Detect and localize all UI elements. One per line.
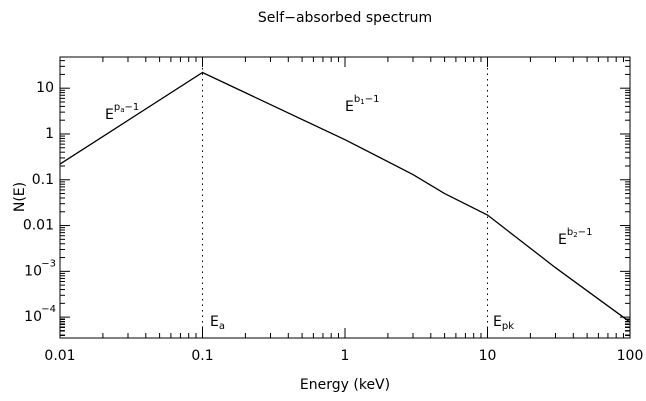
annotation-sup-sub: a [120,106,124,114]
annotation-base: E [345,99,354,115]
annotation-sup: b [354,94,360,105]
annotation-sub: a [219,321,225,332]
y-tick-label: 10 [24,263,42,279]
annotation-sub: pk [502,321,514,332]
annotation-sup: p [114,102,120,113]
annotation-sup-sub: 2 [573,231,577,239]
x-axis-label: Energy (keV) [300,377,390,393]
chart-title: Self−absorbed spectrum [258,10,432,26]
x-tick-label: 0.1 [191,348,213,364]
y-tick-label: 10 [36,80,54,96]
y-tick-exponent: −3 [41,258,56,269]
y-tick-label: 0.1 [32,172,54,188]
y-tick-label: 10 [24,309,42,325]
annotation-base: E [493,314,502,330]
annotation-base: E [558,232,567,248]
annotation-sup: −1 [578,227,593,238]
y-axis-label: N(E) [12,182,28,212]
spectrum-line [59,71,631,323]
annotation-sup-sub: 1 [360,98,364,106]
annotation-base: E [210,314,219,330]
x-tick-label: 10 [479,348,497,364]
annotation-sup: b [567,227,573,238]
x-tick-label: 0.01 [44,348,75,364]
y-tick-label: 0.01 [23,218,54,234]
x-tick-label: 100 [617,348,644,364]
y-tick-label: 1 [45,126,54,142]
y-tick-exponent: −4 [41,304,56,315]
x-tick-label: 1 [341,348,350,364]
annotation-base: E [105,107,114,123]
annotation-sup: −1 [125,102,140,113]
annotation-sup: −1 [365,94,380,105]
